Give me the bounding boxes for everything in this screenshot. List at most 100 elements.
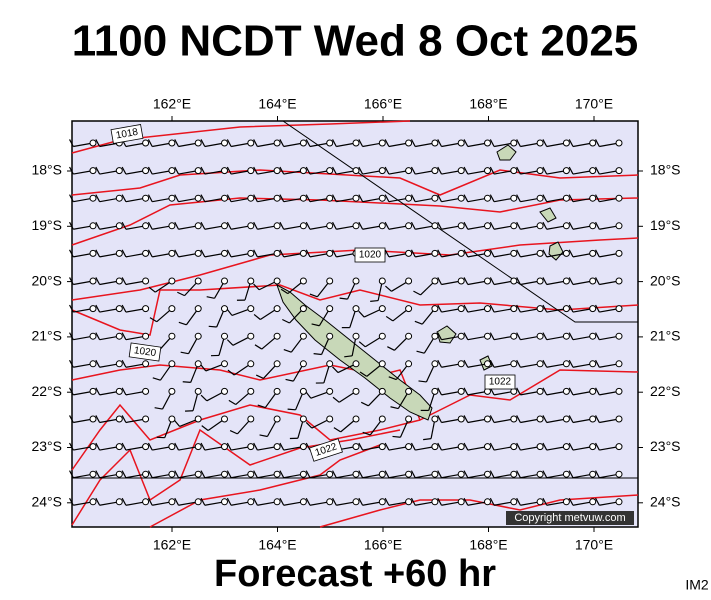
station (431, 332, 439, 340)
wind-barb (384, 249, 413, 258)
station (431, 470, 439, 478)
wind-barb (305, 497, 334, 506)
barb-tick (595, 221, 600, 230)
station (431, 305, 439, 313)
wind-barb (358, 442, 386, 451)
wind-barb (463, 139, 491, 148)
station (562, 415, 570, 423)
barb-tick (384, 497, 390, 506)
barb-tick (595, 332, 600, 340)
wind-barb (516, 332, 544, 341)
station (589, 387, 597, 395)
station (431, 167, 439, 175)
barb-tick (305, 470, 311, 478)
station (89, 277, 97, 285)
station (273, 277, 281, 285)
wind-barb (95, 277, 123, 286)
wind-barb (253, 470, 281, 479)
station (221, 305, 228, 313)
station (273, 360, 281, 368)
station (89, 470, 97, 478)
station (536, 139, 544, 147)
station (457, 387, 465, 395)
barb-tick (149, 317, 158, 323)
barb-tick (226, 194, 232, 202)
wind-barb (305, 470, 334, 479)
barb-tick (305, 391, 312, 399)
barb-tick (69, 194, 74, 202)
wind-barb (384, 470, 413, 479)
wind-barb (200, 387, 228, 402)
barb-tick (437, 249, 443, 258)
barb-tick (463, 194, 469, 202)
station (142, 167, 150, 175)
station (299, 332, 307, 340)
station (562, 470, 570, 478)
wind-barb (147, 249, 176, 258)
barb-tick (463, 249, 469, 258)
station (378, 443, 386, 451)
wind-barb (568, 166, 597, 175)
station (115, 498, 123, 506)
barb-tick (516, 415, 521, 423)
wind-barb (463, 470, 491, 479)
station (405, 470, 413, 478)
barb-tick (226, 166, 232, 175)
wind-barb (313, 332, 334, 356)
station (142, 443, 150, 451)
barb-tick (437, 139, 443, 147)
barb-tick (595, 304, 600, 313)
lat-label: 21°S (650, 328, 681, 344)
barb-tick (121, 359, 127, 368)
wind-barb (69, 304, 97, 313)
barb-tick (95, 166, 101, 175)
barb-tick (489, 415, 495, 423)
wind-barb (362, 415, 386, 436)
barb-tick (542, 497, 548, 506)
wind-barb (95, 166, 123, 175)
wind-barb (516, 221, 544, 230)
islands (276, 144, 564, 421)
wind-barb (568, 304, 597, 313)
barb-tick (384, 442, 390, 451)
barb-tick (463, 277, 469, 285)
station (378, 222, 386, 230)
barb-tick (423, 438, 432, 441)
station (536, 194, 544, 202)
station (299, 443, 307, 451)
barb-tick (358, 341, 366, 348)
wind-barb (542, 249, 570, 258)
station (457, 443, 465, 451)
barb-tick (332, 470, 337, 478)
station (194, 498, 202, 506)
wind-barb (437, 415, 465, 424)
wind-barb (437, 221, 465, 230)
station (273, 167, 281, 175)
wind-barb (226, 442, 255, 451)
station (615, 443, 623, 451)
station (615, 415, 623, 423)
station (142, 498, 150, 506)
barb-tick (542, 442, 548, 451)
wind-barb (384, 442, 413, 451)
wind-barb (332, 139, 360, 148)
isobar-label: 1020 (354, 247, 386, 263)
barb-tick (227, 369, 235, 376)
wind-barb (253, 442, 281, 451)
station (89, 443, 97, 451)
barb-tick (392, 435, 401, 438)
wind-barb (358, 497, 386, 506)
barb-tick (253, 249, 258, 258)
barb-tick (253, 139, 258, 147)
barb-tick (69, 359, 74, 368)
wind-barb (95, 359, 123, 368)
station (405, 360, 413, 368)
lon-label: 164°E (258, 96, 296, 112)
station (562, 222, 570, 230)
wind-barb (410, 139, 439, 148)
barb-tick (595, 470, 600, 478)
barb-tick (489, 332, 495, 340)
station (589, 443, 597, 451)
station (194, 443, 202, 451)
wind-barb (178, 305, 202, 326)
